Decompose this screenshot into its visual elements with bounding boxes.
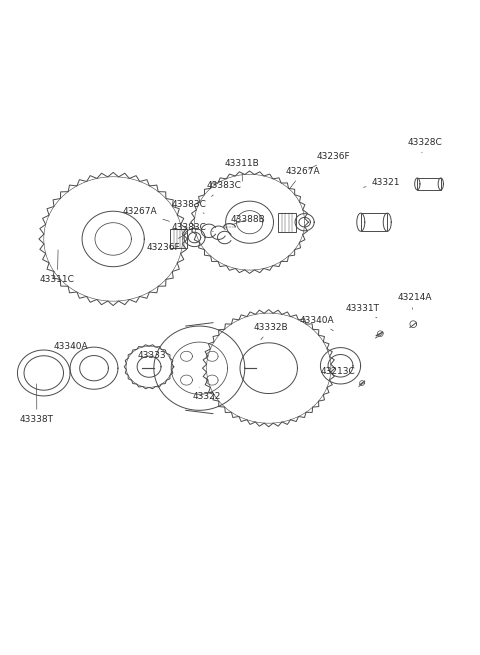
Text: 43340A: 43340A — [53, 342, 88, 351]
Text: 43331T: 43331T — [345, 304, 379, 318]
Text: 43267A: 43267A — [286, 167, 320, 189]
Text: 43311B: 43311B — [225, 159, 259, 181]
Bar — [417, 178, 441, 190]
Text: 43311C: 43311C — [40, 250, 75, 284]
Text: 43213C: 43213C — [321, 364, 360, 376]
Text: 43332B: 43332B — [253, 323, 288, 340]
Text: 43214A: 43214A — [398, 293, 432, 309]
Text: 43383C: 43383C — [172, 200, 207, 214]
Text: 43328C: 43328C — [408, 138, 442, 153]
Text: 43333: 43333 — [138, 351, 166, 360]
Bar — [278, 213, 296, 232]
Text: 43340A: 43340A — [300, 316, 335, 331]
Bar — [170, 229, 187, 248]
Text: 43388B: 43388B — [230, 215, 265, 225]
Text: 43322: 43322 — [192, 387, 220, 402]
Text: 43383C: 43383C — [172, 223, 213, 233]
Text: 43267A: 43267A — [123, 207, 169, 221]
Bar — [361, 213, 387, 231]
Text: 43338T: 43338T — [20, 384, 54, 424]
Text: 43236F: 43236F — [147, 233, 187, 252]
Text: 43321: 43321 — [363, 178, 400, 187]
Text: 43383C: 43383C — [206, 181, 241, 196]
Text: 43236F: 43236F — [309, 152, 350, 169]
